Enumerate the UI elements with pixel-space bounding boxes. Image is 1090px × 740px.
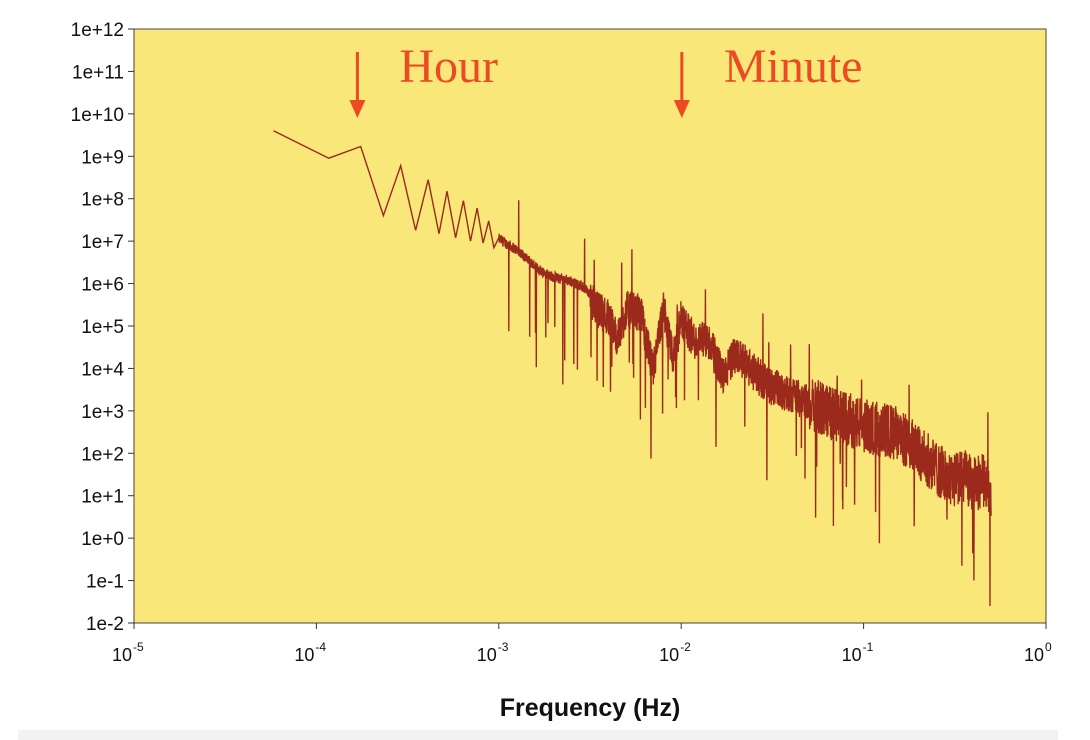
x-tick-marks [133,623,1047,629]
x-tick-exponent: -2 [680,640,691,654]
y-tick-label: 1e-1 [86,572,124,593]
annotation-hour: Hour [349,40,498,118]
x-tick-base: 10 [477,645,497,665]
y-tick-marks [128,28,134,624]
x-tick-label: 10 -4 [294,640,326,665]
annotations: Hour Minute [349,40,862,118]
x-tick-exponent: -4 [315,640,326,654]
x-tick-base: 10 [659,645,679,665]
annotation-minute: Minute [673,40,863,118]
x-tick-exponent: 0 [1045,640,1052,654]
y-tick-label: 1e+12 [71,20,124,41]
y-tick-label: 1e+3 [81,402,124,423]
annotation-arrow-head [673,100,690,118]
plot-area [133,28,1047,624]
x-tick-label: 10 0 [1024,640,1052,665]
y-tick-label: 1e+6 [81,275,124,296]
series-line-power-spectrum [273,130,992,607]
y-tick-label: 1e+11 [72,62,124,83]
x-tick-base: 10 [294,645,314,665]
x-tick-exponent: -5 [133,640,144,654]
y-tick-label: 1e+7 [81,232,124,253]
x-tick-label: 10 -3 [477,640,509,665]
y-tick-label: 1e+8 [81,190,124,211]
x-tick-label: 10 -5 [112,640,144,665]
y-tick-labels: 1e-2 1e-1 1e+0 1e+1 1e+2 1e+3 1e+4 1e+5 1e+6 1e+7… [71,20,125,635]
x-tick-label: 10 -2 [659,640,691,665]
y-tick-label: 1e+10 [71,105,124,126]
y-tick-label: 1e+2 [81,444,124,465]
annotation-label: Hour [399,40,498,93]
y-tick-label: 1e+5 [81,317,124,338]
x-tick-exponent: -1 [863,640,874,654]
x-axis-label: Frequency (Hz) [500,694,681,722]
x-tick-exponent: -3 [498,640,509,654]
annotation-arrow-head [349,100,366,118]
y-tick-label: 1e-2 [86,614,124,635]
x-tick-label: 10 -1 [842,640,874,665]
x-tick-base: 10 [112,645,132,665]
y-tick-label: 1e+4 [81,359,124,380]
bottom-divider [18,730,1058,740]
x-tick-labels: 10 -5 10 -4 10 -3 10 -2 10 -1 10 0 [112,640,1052,665]
x-tick-base: 10 [842,645,862,665]
x-tick-base: 10 [1024,645,1044,665]
y-tick-label: 1e+0 [81,529,124,550]
annotation-label: Minute [724,40,863,93]
y-tick-label: 1e+1 [81,487,124,508]
y-tick-label: 1e+9 [81,147,124,168]
